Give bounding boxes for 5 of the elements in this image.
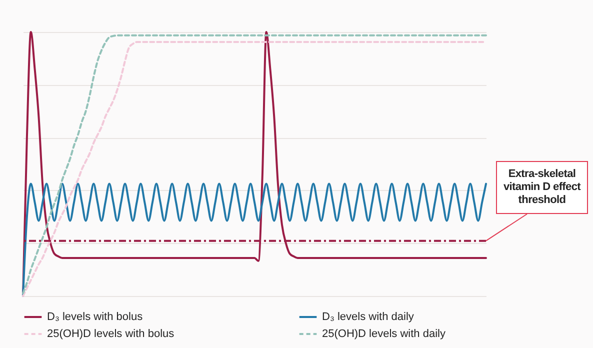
ref-line-label: Extra-skeletal vitamin D effect threshold bbox=[496, 161, 588, 214]
legend-label: 25(OH)D levels with bolus bbox=[47, 328, 175, 340]
legend-label: D₃ levels with bolus bbox=[47, 311, 144, 323]
legend-label: 25(OH)D levels with daily bbox=[322, 328, 446, 340]
legend-label: D₃ levels with daily bbox=[322, 311, 414, 323]
